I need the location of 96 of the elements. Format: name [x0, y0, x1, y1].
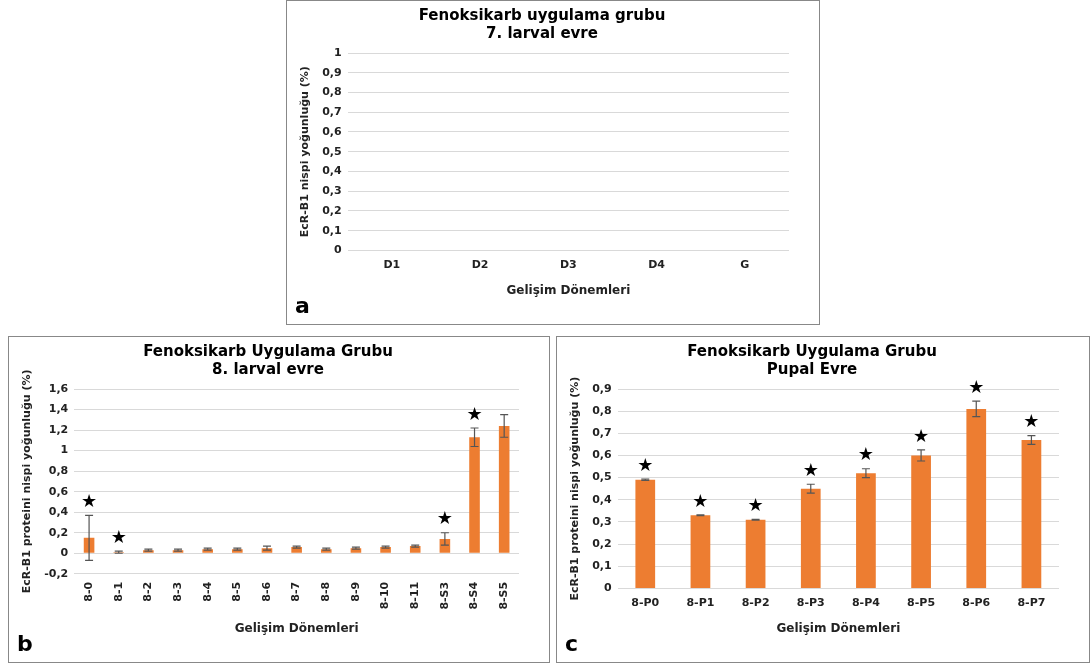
chart-subtitle: 8. larval evre	[212, 359, 324, 378]
x-axis-title: Gelişim Dönemleri	[234, 620, 359, 635]
y-tick-label: 1,6	[48, 381, 69, 395]
y-tick-label: 1	[60, 443, 69, 457]
y-axis-title: EcR-B1 proteini nispi yoğunluğu (%)	[568, 376, 582, 601]
y-tick-label: 0,8	[48, 463, 69, 477]
bar	[635, 479, 656, 588]
chart-subtitle: 7. larval evre	[486, 23, 598, 42]
y-tick-label: 1	[334, 45, 342, 59]
y-axis-title: EcR-B1 proteini nispi yoğunluğu (%)	[20, 369, 34, 594]
x-tick-label: 8-P6	[962, 595, 991, 609]
data-label: ★	[857, 443, 874, 465]
bar	[966, 408, 987, 588]
x-tick-label: 8-P5	[907, 595, 936, 609]
y-tick-label: 0,2	[592, 536, 612, 550]
y-tick-label: 0,6	[592, 448, 613, 462]
x-tick-label: 8-P1	[686, 595, 715, 609]
bar	[469, 437, 480, 553]
y-tick-label: 0,9	[592, 381, 612, 395]
bar	[1021, 439, 1042, 588]
x-tick-label: 8-4	[200, 581, 214, 602]
y-tick-label: -0,2	[44, 566, 69, 580]
y-tick-label: 1,4	[48, 402, 69, 416]
bar	[498, 425, 510, 553]
y-tick-label: 0	[604, 581, 613, 595]
y-tick-label: 0,9	[322, 65, 342, 79]
x-tick-label: 8-2	[141, 581, 155, 602]
x-tick-label: 8-5	[230, 581, 244, 602]
x-tick-label: 8-1	[111, 581, 125, 602]
data-label: ★	[913, 424, 930, 446]
x-tick-label: G	[740, 257, 750, 271]
x-tick-label: 8-8	[319, 581, 333, 602]
x-tick-label: 8-0	[81, 581, 95, 602]
y-tick-label: 0,8	[592, 404, 612, 418]
y-tick-label: 0,3	[322, 184, 342, 198]
text: b	[17, 630, 33, 656]
x-tick-label: 8-9	[348, 581, 362, 602]
bar	[856, 473, 876, 588]
x-tick-label: D4	[648, 257, 666, 271]
x-tick-label: D2	[471, 257, 489, 271]
x-tick-label: 8-P0	[631, 595, 660, 609]
x-tick-label: 8-11	[408, 581, 422, 610]
y-tick-label: 0,7	[322, 105, 342, 119]
y-tick-label: 0,6	[322, 124, 343, 138]
y-tick-label: 0	[60, 546, 69, 560]
y-tick-label: 0,5	[592, 470, 612, 484]
data-label: ★	[802, 458, 819, 480]
data-label: ★	[436, 507, 453, 529]
bar	[745, 519, 766, 588]
bar	[690, 515, 711, 588]
x-tick-label: 8-10	[378, 581, 392, 610]
data-label: ★	[968, 375, 985, 397]
data-label: ★	[110, 525, 127, 547]
text: a	[295, 292, 310, 318]
chart-title: Fenoksikarb uygulama grubu	[418, 5, 666, 24]
bar	[911, 455, 931, 588]
x-tick-label: 8-P3	[796, 595, 825, 609]
x-tick-label: 8-S3	[437, 581, 451, 610]
y-tick-label: 1,2	[48, 422, 69, 436]
data-label: ★	[637, 453, 654, 475]
chart-subtitle: Pupal Evre	[766, 359, 858, 378]
y-tick-label: 0	[334, 243, 343, 257]
x-tick-label: 8-S5	[497, 581, 511, 610]
y-tick-label: 0,2	[48, 525, 69, 539]
y-axis-title: EcR-B1 nispi yoğunluğu (%)	[298, 66, 312, 238]
x-tick-label: 8-6	[259, 581, 273, 602]
data-label: ★	[1023, 410, 1040, 432]
x-tick-label: 8-P4	[851, 595, 881, 609]
y-tick-label: 0,4	[592, 492, 613, 506]
y-tick-label: 0,4	[322, 164, 343, 178]
x-tick-label: D1	[383, 257, 401, 271]
x-tick-label: D3	[559, 257, 577, 271]
data-label: ★	[466, 402, 483, 424]
y-tick-label: 0,4	[48, 505, 69, 519]
x-tick-label: 8-P7	[1017, 595, 1046, 609]
x-tick-label: 8-3	[170, 581, 184, 602]
y-tick-label: 0,3	[592, 514, 612, 528]
chart-title: Fenoksikarb Uygulama Grubu	[143, 341, 393, 360]
y-tick-label: 0,2	[322, 203, 342, 217]
x-axis-title: Gelişim Dönemleri	[776, 620, 901, 635]
chart-title: Fenoksikarb Uygulama Grubu	[687, 341, 937, 360]
y-tick-label: 0,1	[322, 223, 342, 237]
text: c	[565, 630, 579, 656]
x-tick-label: 8-S4	[467, 581, 481, 610]
y-tick-label: 0,6	[48, 484, 69, 498]
y-tick-label: 0,1	[592, 559, 612, 573]
data-label: ★	[747, 493, 764, 515]
data-label: ★	[81, 489, 98, 511]
bar	[800, 488, 821, 588]
x-tick-label: 8-P2	[741, 595, 770, 609]
y-tick-label: 0,5	[322, 144, 342, 158]
y-tick-label: 0,7	[592, 426, 612, 440]
x-tick-label: 8-7	[289, 581, 303, 602]
y-tick-label: 0,8	[322, 85, 342, 99]
data-label: ★	[692, 489, 709, 511]
x-axis-title: Gelişim Dönemleri	[506, 282, 631, 297]
